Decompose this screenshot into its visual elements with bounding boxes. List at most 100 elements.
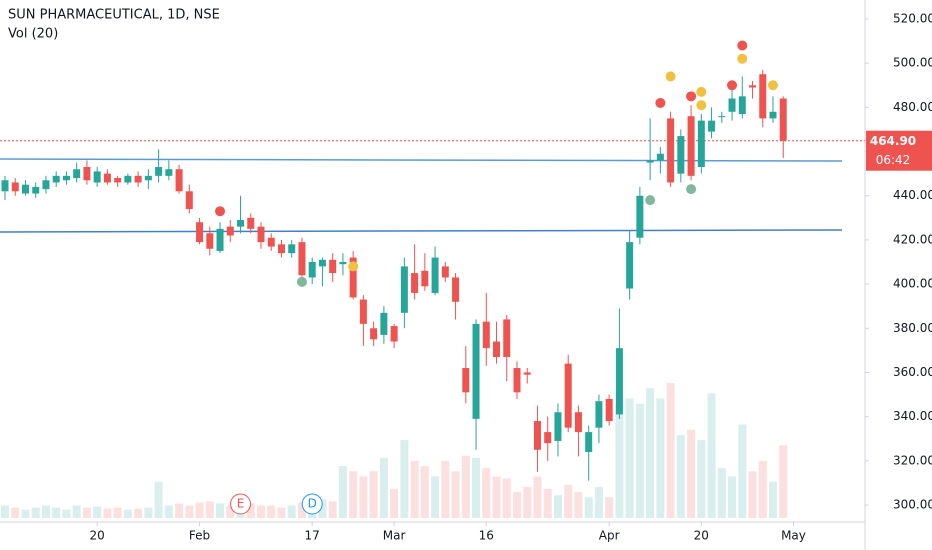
volume-bar: [502, 478, 511, 518]
y-tick-label: 360.00: [893, 365, 932, 379]
signal-marker: [686, 184, 697, 195]
event-badge: E: [230, 493, 252, 515]
volume-bar: [779, 445, 788, 518]
y-tick-label: 420.00: [893, 232, 932, 246]
volume-bar: [564, 484, 573, 518]
candle-body: [503, 319, 511, 357]
candle-body: [247, 217, 255, 229]
candle-body: [298, 242, 306, 276]
volume-bar: [257, 505, 265, 518]
event-label: D: [308, 497, 317, 511]
candle-body: [257, 226, 265, 243]
candle-body: [329, 259, 337, 274]
volume-bar: [748, 471, 757, 518]
candle-body: [472, 323, 480, 419]
volume-bar: [461, 455, 470, 518]
candle-body: [226, 226, 234, 236]
y-tick-label: 480.00: [893, 100, 932, 114]
y-tick-label: 340.00: [893, 409, 932, 423]
volume-bar: [533, 476, 542, 518]
volume-label: Vol (20): [8, 27, 58, 42]
candle-body: [277, 244, 285, 254]
candle-body: [452, 277, 460, 302]
volume-bar: [123, 509, 132, 518]
event-label: E: [237, 497, 245, 511]
volume-bar: [758, 460, 767, 518]
candle-body: [83, 167, 91, 181]
volume-bar: [175, 503, 184, 518]
volume-bar: [205, 501, 214, 518]
signal-marker: [665, 71, 676, 82]
volume-bar: [738, 424, 747, 518]
candle-body: [595, 401, 603, 428]
volume-bar: [707, 393, 716, 518]
signal-marker: [655, 97, 666, 108]
x-tick-label: 20: [90, 529, 105, 543]
volume-bar: [52, 507, 61, 518]
volume-bar: [431, 476, 440, 518]
candle-body: [697, 120, 705, 168]
candle-body: [103, 173, 111, 183]
trendline: [0, 229, 843, 233]
candle-body: [93, 171, 101, 183]
signal-marker: [737, 53, 748, 64]
candle-body: [196, 222, 204, 243]
volume-bar: [21, 509, 30, 518]
y-tick-label: 320.00: [893, 453, 932, 467]
volume-bar: [82, 507, 91, 518]
candle-body: [380, 312, 388, 335]
volume-bar: [420, 466, 429, 518]
volume-bar: [195, 502, 204, 518]
volume-bar: [31, 507, 40, 518]
y-tick-label: 400.00: [893, 277, 932, 291]
signal-marker: [737, 40, 748, 51]
volume-bar: [338, 466, 347, 518]
volume-bar: [103, 508, 112, 518]
event-badge: D: [301, 493, 323, 515]
volume-bar: [553, 495, 562, 518]
candle-body: [667, 118, 675, 183]
volume-bar: [318, 499, 327, 518]
signal-marker: [215, 206, 226, 217]
volume-bar: [625, 398, 634, 518]
volume-bar: [154, 481, 163, 518]
candle-body: [636, 195, 644, 238]
candle-body: [738, 96, 746, 114]
volume-bar: [72, 505, 81, 518]
candle-body: [21, 184, 29, 194]
volume-bar: [676, 434, 685, 518]
volume-bar: [717, 468, 726, 518]
volume-bar: [482, 468, 491, 518]
volume-bar: [605, 497, 614, 518]
volume-bar: [451, 471, 460, 518]
candle-body: [114, 178, 122, 183]
signal-marker: [696, 100, 707, 111]
candle-body: [349, 257, 357, 298]
volume-bar: [267, 505, 276, 518]
candle-body: [646, 160, 654, 163]
signal-marker: [645, 195, 656, 206]
candle-body: [677, 136, 685, 174]
signal-marker: [686, 91, 697, 102]
volume-bar: [635, 403, 644, 518]
chart-title: SUN PHARMACEUTICAL, 1D, NSE: [8, 8, 220, 23]
candle-body: [533, 421, 541, 450]
candle-body: [318, 259, 326, 267]
y-tick-label: 300.00: [893, 498, 932, 512]
candle-body: [124, 175, 132, 183]
candle-body: [585, 432, 593, 452]
candle-body: [216, 228, 224, 251]
volume-bar: [400, 440, 409, 518]
candle-body: [728, 98, 736, 112]
volume-bar: [410, 460, 419, 518]
volume-bar: [164, 505, 173, 518]
candle-body: [718, 116, 726, 118]
candle-body: [42, 180, 50, 190]
volume-bar: [769, 481, 777, 518]
volume-bar: [1, 505, 9, 518]
volume-bar: [513, 492, 521, 518]
y-tick-label: 520.00: [893, 12, 932, 26]
volume-bar: [687, 429, 696, 518]
volume-bar: [492, 476, 501, 518]
